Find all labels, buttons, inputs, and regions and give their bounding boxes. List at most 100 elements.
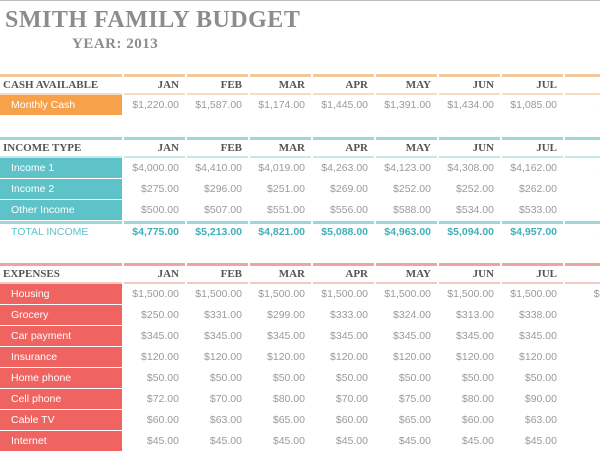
value-cell[interactable]: $1,500.00 <box>321 288 368 300</box>
value-cell[interactable]: $1,500.00 <box>447 288 494 300</box>
value-cell[interactable]: $313.00 <box>456 309 494 321</box>
value-cell[interactable]: $1,445.00 <box>321 99 368 111</box>
value-cell[interactable]: $120.00 <box>267 351 305 363</box>
value-cell[interactable]: $5 <box>565 200 600 221</box>
value-cell[interactable]: $588.00 <box>393 204 431 216</box>
value-cell[interactable]: $60.00 <box>146 414 179 426</box>
value-cell[interactable]: $4 <box>565 431 600 452</box>
value-cell[interactable]: $6 <box>565 410 600 431</box>
value-cell[interactable]: $4,308.00 <box>447 162 494 174</box>
row-label[interactable]: Cable TV <box>0 410 122 430</box>
value-cell[interactable]: $333.00 <box>330 309 368 321</box>
value-cell[interactable]: $252.00 <box>456 183 494 195</box>
value-cell[interactable]: $1,500.00 <box>195 288 242 300</box>
value-cell[interactable]: $60.00 <box>461 414 494 426</box>
value-cell[interactable]: $120.00 <box>456 351 494 363</box>
value-cell[interactable]: $45.00 <box>524 435 557 447</box>
value-cell[interactable]: $534.00 <box>456 204 494 216</box>
value-cell[interactable]: $63.00 <box>209 414 242 426</box>
value-cell[interactable]: $22 <box>565 305 600 326</box>
row-label[interactable]: Cell phone <box>0 389 122 409</box>
row-label[interactable]: Income 1 <box>0 158 122 178</box>
value-cell[interactable]: $1,1 <box>565 95 600 116</box>
value-cell[interactable]: $50.00 <box>398 372 431 384</box>
value-cell[interactable]: $251.00 <box>267 183 305 195</box>
value-cell[interactable]: $556.00 <box>330 204 368 216</box>
row-label[interactable]: Grocery <box>0 305 122 325</box>
value-cell[interactable]: $50.00 <box>524 372 557 384</box>
value-cell[interactable]: $551.00 <box>267 204 305 216</box>
value-cell[interactable]: $533.00 <box>519 204 557 216</box>
value-cell[interactable]: $1,500.00 <box>258 288 305 300</box>
value-cell[interactable]: $1,434.00 <box>447 99 494 111</box>
value-cell[interactable]: $324.00 <box>393 309 431 321</box>
value-cell[interactable]: $500.00 <box>141 204 179 216</box>
value-cell[interactable]: $4,410.00 <box>195 162 242 174</box>
value-cell[interactable]: $90.00 <box>524 393 557 405</box>
value-cell[interactable]: $1,500.00 <box>132 288 179 300</box>
value-cell[interactable]: $45.00 <box>146 435 179 447</box>
value-cell[interactable]: $45.00 <box>209 435 242 447</box>
value-cell[interactable]: $80.00 <box>461 393 494 405</box>
value-cell[interactable]: $65.00 <box>272 414 305 426</box>
value-cell[interactable]: $63.00 <box>524 414 557 426</box>
value-cell[interactable]: $4,000.00 <box>132 162 179 174</box>
value-cell[interactable]: $4,162.00 <box>510 162 557 174</box>
row-label[interactable]: Monthly Cash <box>0 95 122 115</box>
value-cell[interactable]: $345.00 <box>141 330 179 342</box>
value-cell[interactable]: $70.00 <box>335 393 368 405</box>
value-cell[interactable]: $507.00 <box>204 204 242 216</box>
value-cell[interactable]: $120.00 <box>204 351 242 363</box>
row-label[interactable]: Internet <box>0 431 122 451</box>
value-cell[interactable]: $50.00 <box>272 372 305 384</box>
value-cell[interactable]: $2 <box>565 179 600 200</box>
value-cell[interactable]: $1,500.00 <box>510 288 557 300</box>
value-cell[interactable]: $12 <box>565 347 600 368</box>
value-cell[interactable]: $262.00 <box>519 183 557 195</box>
value-cell[interactable]: $345.00 <box>519 330 557 342</box>
value-cell[interactable]: $4,019.00 <box>258 162 305 174</box>
value-cell[interactable]: $80.00 <box>272 393 305 405</box>
value-cell[interactable]: $1,50 <box>593 288 600 300</box>
value-cell[interactable]: $1,085.00 <box>510 99 557 111</box>
value-cell[interactable]: $70.00 <box>209 393 242 405</box>
value-cell[interactable]: $45.00 <box>272 435 305 447</box>
value-cell[interactable]: $345.00 <box>330 330 368 342</box>
value-cell[interactable]: $120.00 <box>519 351 557 363</box>
value-cell[interactable]: $4,263.00 <box>321 162 368 174</box>
value-cell[interactable]: $1,220.00 <box>132 99 179 111</box>
value-cell[interactable]: $1,174.00 <box>258 99 305 111</box>
value-cell[interactable]: $65.00 <box>398 414 431 426</box>
row-label[interactable]: Insurance <box>0 347 122 367</box>
value-cell[interactable]: $50.00 <box>461 372 494 384</box>
value-cell[interactable]: $7 <box>565 389 600 410</box>
value-cell[interactable]: $331.00 <box>204 309 242 321</box>
value-cell[interactable]: $50.00 <box>335 372 368 384</box>
value-cell[interactable]: $345.00 <box>393 330 431 342</box>
value-cell[interactable]: $4,1 <box>565 158 600 179</box>
value-cell[interactable]: $120.00 <box>141 351 179 363</box>
value-cell[interactable]: $345.00 <box>204 330 242 342</box>
value-cell[interactable]: $252.00 <box>393 183 431 195</box>
value-cell[interactable]: $5 <box>565 368 600 389</box>
value-cell[interactable]: $250.00 <box>141 309 179 321</box>
value-cell[interactable]: $296.00 <box>204 183 242 195</box>
value-cell[interactable]: $45.00 <box>461 435 494 447</box>
value-cell[interactable]: $275.00 <box>141 183 179 195</box>
value-cell[interactable]: $45.00 <box>398 435 431 447</box>
row-label[interactable]: Other Income <box>0 200 122 220</box>
value-cell[interactable]: $75.00 <box>398 393 431 405</box>
value-cell[interactable]: $50.00 <box>146 372 179 384</box>
row-label[interactable]: Home phone <box>0 368 122 388</box>
value-cell[interactable]: $338.00 <box>519 309 557 321</box>
value-cell[interactable]: $269.00 <box>330 183 368 195</box>
value-cell[interactable]: $1,587.00 <box>195 99 242 111</box>
value-cell[interactable]: $299.00 <box>267 309 305 321</box>
value-cell[interactable]: $4,123.00 <box>384 162 431 174</box>
row-label[interactable]: Housing <box>0 284 122 304</box>
value-cell[interactable]: $120.00 <box>330 351 368 363</box>
value-cell[interactable]: $72.00 <box>146 393 179 405</box>
value-cell[interactable]: $345.00 <box>456 330 494 342</box>
value-cell[interactable]: $1,500.00 <box>384 288 431 300</box>
row-label[interactable]: Car payment <box>0 326 122 346</box>
